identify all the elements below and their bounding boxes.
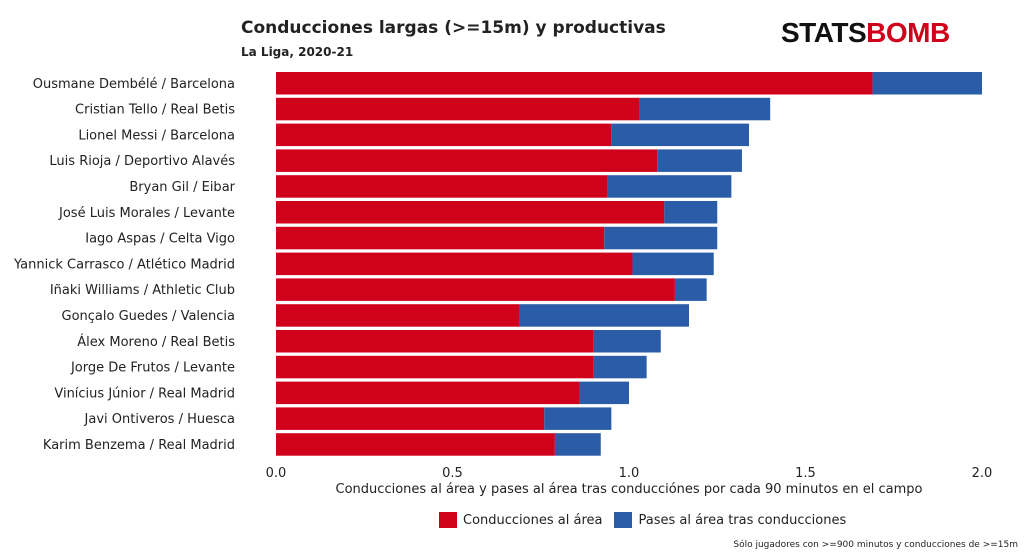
- category-label: Álex Moreno / Real Betis: [77, 334, 235, 350]
- bar-segment-series1: [276, 330, 594, 353]
- bar-segment-series2: [657, 149, 742, 172]
- bar-segment-series2: [579, 381, 629, 405]
- category-label: Jorge De Frutos / Levante: [70, 361, 235, 376]
- x-tick-label: 2.0: [972, 466, 993, 481]
- legend: Conducciones al área Pases al área tras …: [439, 512, 858, 528]
- bar-segment-series2: [674, 278, 707, 301]
- logo-text-bomb: BOMB: [866, 17, 950, 48]
- bar-segment-series2: [593, 355, 647, 379]
- category-label: Ousmane Dembélé / Barcelona: [33, 77, 235, 92]
- category-label: Karim Benzema / Real Madrid: [43, 438, 235, 453]
- bar-segment-series1: [276, 175, 608, 198]
- x-tick-label: 1.5: [795, 466, 816, 481]
- bar-segment-series1: [276, 72, 873, 95]
- bar-segment-series1: [276, 278, 675, 301]
- bar-segment-series1: [276, 355, 594, 379]
- bar-segment-series2: [639, 97, 771, 121]
- footnote: Sólo jugadores con >=900 minutos y condu…: [733, 540, 1018, 550]
- logo-text-stats: STATS: [781, 17, 867, 48]
- bar-segment-series2: [607, 175, 732, 198]
- bar-segment-series1: [276, 381, 580, 405]
- category-label: Iñaki Williams / Athletic Club: [50, 283, 235, 298]
- legend-label-series1: Conducciones al área: [463, 512, 603, 528]
- category-label: Iago Aspas / Celta Vigo: [85, 232, 235, 247]
- legend-swatch-series2: [614, 512, 633, 528]
- legend-item-series2: Pases al área tras conducciones: [614, 512, 846, 528]
- category-label: Luis Rioja / Deportivo Alavés: [49, 154, 235, 169]
- bar-segment-series1: [276, 201, 665, 224]
- x-tick-label: 1.0: [619, 466, 640, 481]
- bar-segment-series2: [554, 433, 601, 456]
- category-label: Javi Ontiveros / Huesca: [84, 412, 235, 427]
- category-label: Cristian Tello / Real Betis: [75, 103, 235, 118]
- category-label: Yannick Carrasco / Atlético Madrid: [13, 257, 235, 272]
- bar-segment-series2: [632, 252, 714, 276]
- legend-label-series2: Pases al área tras conducciones: [638, 512, 847, 528]
- bar-segment-series1: [276, 407, 545, 430]
- category-label: Gonçalo Guedes / Valencia: [62, 309, 235, 324]
- x-tick-label: 0.0: [266, 466, 287, 481]
- bar-segment-series2: [872, 72, 982, 95]
- bar-segment-series1: [276, 149, 658, 172]
- bar-segment-series2: [593, 330, 661, 353]
- legend-item-series1: Conducciones al área: [439, 512, 602, 528]
- bar-segment-series2: [519, 304, 690, 327]
- chart-subtitle: La Liga, 2020-21: [241, 45, 354, 59]
- bar-segment-series2: [664, 201, 718, 224]
- statsbomb-logo: STATSBOMB: [781, 17, 950, 49]
- bar-segment-series2: [604, 226, 718, 250]
- bar-segment-series2: [544, 407, 612, 430]
- bar-segment-series1: [276, 304, 520, 327]
- category-label: Lionel Messi / Barcelona: [78, 128, 235, 143]
- legend-swatch-series1: [439, 512, 457, 528]
- category-label: Vinícius Júnior / Real Madrid: [54, 386, 235, 401]
- category-label: José Luis Morales / Levante: [58, 206, 235, 221]
- chart-title: Conducciones largas (>=15m) y productiva…: [241, 18, 666, 38]
- x-tick-label: 0.5: [442, 466, 463, 481]
- bar-segment-series1: [276, 97, 640, 121]
- bar-chart: Ousmane Dembélé / Barcelona Cristian Tell…: [13, 72, 993, 497]
- bar-segment-series1: [276, 433, 555, 456]
- bar-segment-series1: [276, 252, 633, 276]
- category-label: Bryan Gil / Eibar: [129, 180, 235, 195]
- bar-segment-series2: [611, 123, 750, 147]
- bar-segment-series1: [276, 123, 612, 147]
- bar-segment-series1: [276, 226, 605, 250]
- x-axis-title: Conducciones al área y pases al área tra…: [336, 482, 923, 497]
